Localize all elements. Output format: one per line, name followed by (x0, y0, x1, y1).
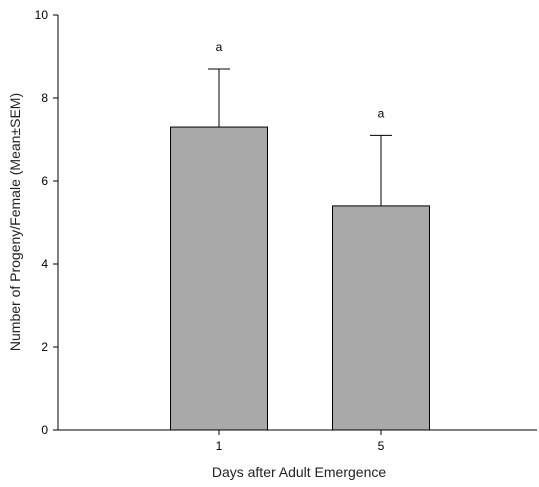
significance-label-1: a (216, 40, 223, 54)
y-tick-label-4: 4 (41, 257, 48, 271)
significance-label-5: a (378, 106, 385, 120)
x-tick-label-5: 5 (378, 439, 385, 453)
y-tick-label-6: 6 (41, 174, 48, 188)
y-tick-label-10: 10 (35, 8, 49, 22)
y-tick-label-8: 8 (41, 91, 48, 105)
bar-1 (170, 126, 268, 431)
x-axis-label: Days after Adult Emergence (212, 464, 387, 480)
bar-5 (332, 205, 430, 431)
plot-area: 0 2 4 6 8 10 a 1 a 5 (35, 8, 537, 453)
y-tick-label-0: 0 (41, 423, 48, 437)
y-tick-label-2: 2 (41, 340, 48, 354)
y-axis-label: Number of Progeny/Female (Mean±SEM) (7, 93, 23, 351)
x-tick-label-1: 1 (216, 439, 223, 453)
